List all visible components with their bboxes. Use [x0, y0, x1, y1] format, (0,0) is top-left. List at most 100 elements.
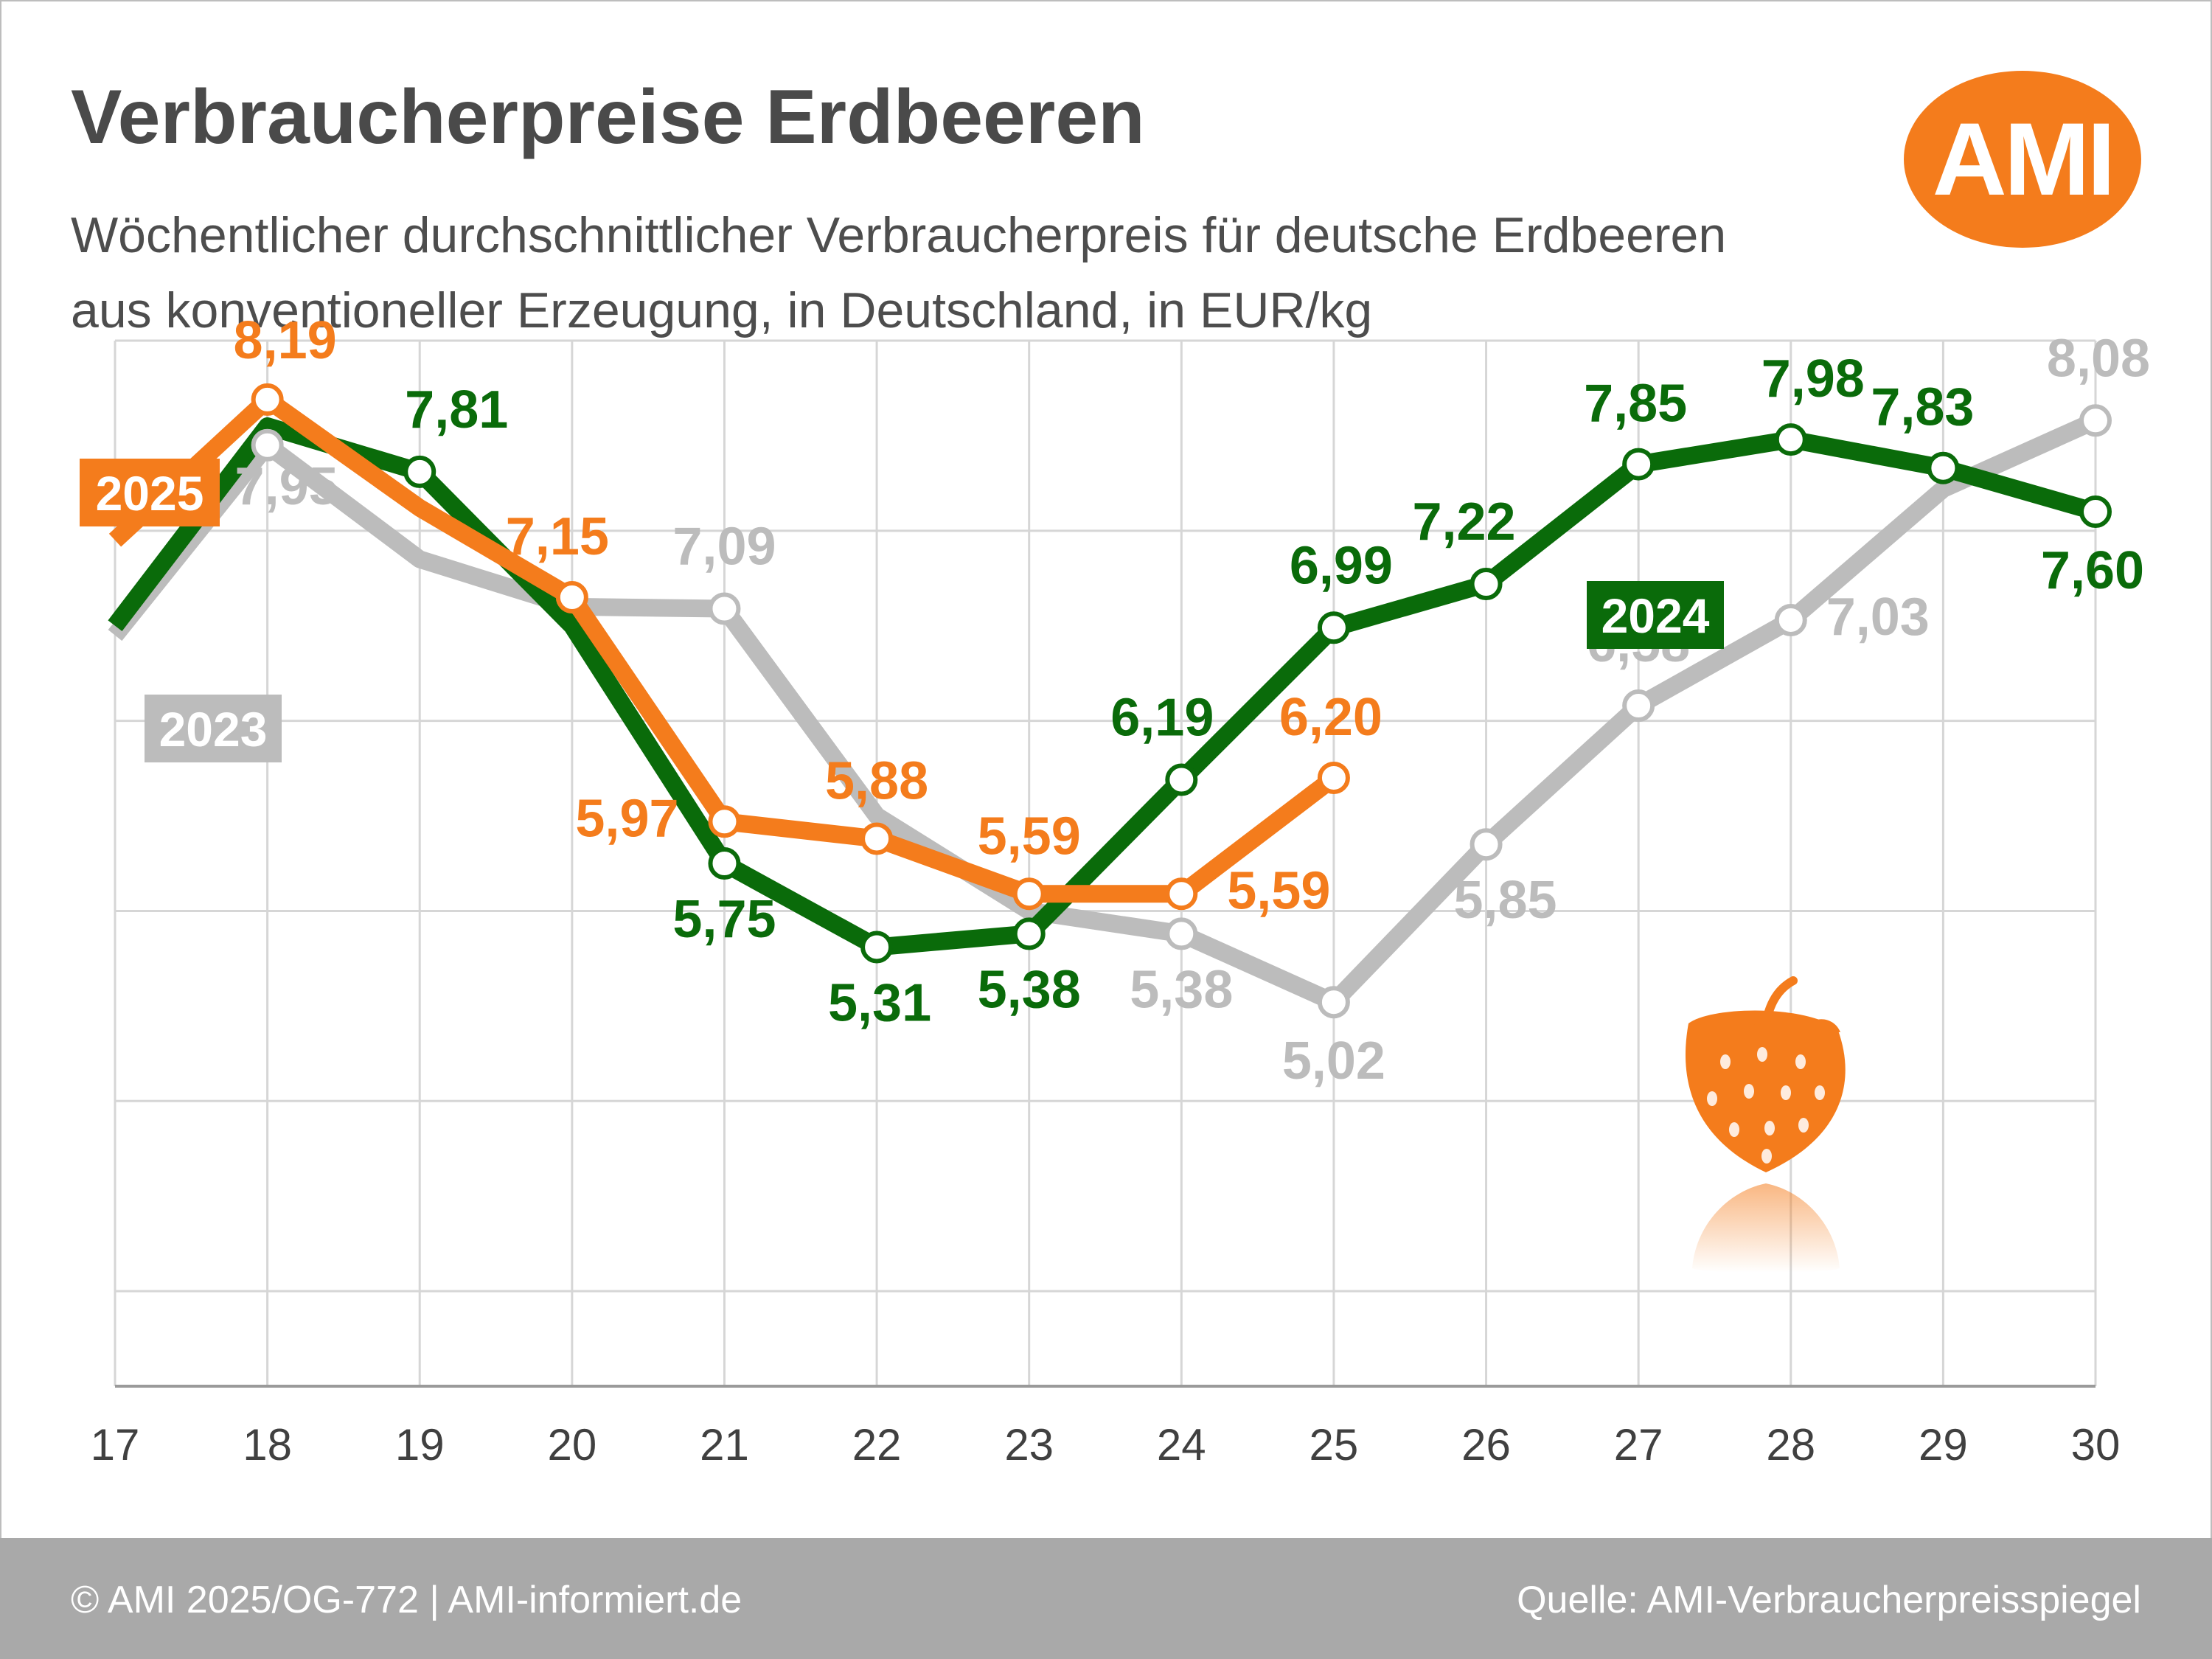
label-2024-kw19: 7,81 — [405, 380, 508, 439]
label-2023-kw26: 5,85 — [1453, 871, 1557, 930]
point-2025-kw22 — [860, 822, 894, 855]
label-2025-kw22: 5,88 — [825, 751, 928, 810]
point-2025-kw25 — [1317, 761, 1350, 794]
x-tick-label: 19 — [395, 1420, 445, 1470]
label-2025-kw24: 5,59 — [1227, 861, 1330, 920]
x-tick-label: 23 — [1004, 1420, 1054, 1470]
ami-logo: AMI — [1904, 71, 2141, 248]
strawberry-seed — [1729, 1122, 1739, 1137]
label-2023-kw18: 7,95 — [235, 457, 338, 516]
strawberry-seed — [1761, 1149, 1772, 1164]
strawberry-seed — [1764, 1121, 1775, 1135]
point-2023-kw25 — [1317, 986, 1350, 1019]
x-tick-label: 27 — [1614, 1420, 1663, 1470]
point-2023-kw18 — [251, 428, 284, 462]
x-axis-ticks: 17 18 19 20 21 22 23 24 25 26 27 28 29 30 — [91, 1420, 2121, 1470]
point-2024-kw24 — [1165, 763, 1198, 796]
label-2024-kw23: 5,38 — [978, 960, 1081, 1019]
series-tag-box — [80, 459, 220, 526]
label-2025-kw25: 6,20 — [1279, 688, 1382, 747]
point-2023-kw28 — [1774, 603, 1807, 636]
strawberry-seed — [1795, 1054, 1806, 1069]
x-tick-label: 17 — [91, 1420, 140, 1470]
label-2024-kw26: 7,22 — [1412, 493, 1515, 552]
label-2024-kw28: 7,98 — [1761, 349, 1865, 408]
point-2024-kw21 — [708, 847, 741, 880]
series-markers — [251, 383, 2112, 1019]
series-line-2023 — [108, 412, 2099, 1012]
point-2025-kw23 — [1012, 877, 1046, 911]
footer-bar: © AMI 2025/OG-772 | AMI-informiert.de Qu… — [0, 1538, 2212, 1659]
strawberry-seed — [1815, 1085, 1825, 1100]
label-2024-kw25: 6,99 — [1290, 536, 1393, 595]
point-2025-kw20 — [555, 581, 588, 614]
series-tags: 2023 2024 2025 — [80, 459, 1724, 762]
point-2023-kw24 — [1165, 917, 1198, 950]
chart-title: Verbraucherpreise Erdbeeren — [71, 74, 1145, 160]
series-tag-label: 2023 — [159, 702, 268, 757]
series-tag-box — [145, 695, 282, 762]
strawberry-stem — [1761, 976, 1798, 1031]
strawberry-icon — [1685, 976, 1846, 1273]
strawberry-reflection — [1692, 1183, 1840, 1273]
strawberry-seed — [1781, 1085, 1791, 1100]
data-labels: 7,957,095,385,025,856,587,038,087,815,75… — [234, 311, 2151, 1091]
footer-source: Quelle: AMI-Verbraucherpreisspiegel — [1517, 1579, 2141, 1621]
subtitle-line-2: aus konventioneller Erzeugung, in Deutsc… — [71, 282, 1373, 338]
point-2025-kw24 — [1165, 877, 1198, 911]
label-2023-kw21: 7,09 — [672, 518, 776, 577]
strawberry-seed — [1798, 1118, 1809, 1133]
series-tag-box — [1587, 581, 1724, 649]
point-2024-kw25 — [1317, 611, 1350, 644]
label-2025-kw20: 7,15 — [506, 507, 609, 566]
point-2024-kw23 — [1012, 917, 1046, 950]
label-2024-kw22: 5,31 — [828, 973, 931, 1032]
label-2023-kw28: 7,03 — [1826, 588, 1930, 647]
point-2024-kw26 — [1470, 568, 1503, 601]
point-2025-kw18 — [251, 383, 284, 416]
series-tag-2024: 2024 — [1587, 581, 1724, 649]
footer-copyright: © AMI 2025/OG-772 | AMI-informiert.de — [71, 1579, 742, 1621]
label-2024-kw21: 5,75 — [672, 890, 776, 949]
subtitle-line-1: Wöchentlicher durchschnittlicher Verbrau… — [71, 207, 1727, 263]
point-2024-kw29 — [1927, 451, 1960, 484]
label-2023-kw24: 5,38 — [1130, 960, 1233, 1019]
label-2024-kw30: 7,60 — [2041, 541, 2144, 600]
x-tick-label: 26 — [1461, 1420, 1511, 1470]
series-tag-label: 2025 — [96, 466, 204, 521]
series-tag-2023: 2023 — [145, 695, 282, 762]
point-2025-kw21 — [708, 805, 741, 838]
point-2024-kw19 — [403, 455, 437, 488]
label-2024-kw29: 7,83 — [1871, 378, 1974, 437]
label-2024-kw27: 7,85 — [1584, 375, 1687, 434]
x-tick-label: 22 — [852, 1420, 902, 1470]
point-2023-kw30 — [2079, 404, 2112, 437]
x-tick-label: 20 — [547, 1420, 597, 1470]
strawberry-seed — [1707, 1091, 1717, 1106]
x-tick-label: 21 — [700, 1420, 749, 1470]
strawberry-seed — [1744, 1084, 1754, 1099]
x-tick-label: 30 — [2071, 1420, 2121, 1470]
series-tag-label: 2024 — [1601, 588, 1710, 643]
point-2023-kw26 — [1470, 828, 1503, 861]
point-2024-kw22 — [860, 931, 894, 964]
point-2024-kw27 — [1622, 448, 1655, 481]
label-2025-kw21: 5,97 — [575, 789, 678, 848]
label-2024-kw24: 6,19 — [1110, 689, 1214, 748]
chart-subtitle: Wöchentlicher durchschnittlicher Verbrau… — [71, 198, 1958, 348]
strawberry-seed — [1757, 1047, 1767, 1062]
label-2023-kw25: 5,02 — [1282, 1032, 1385, 1091]
point-2023-kw21 — [708, 592, 741, 625]
point-2024-kw28 — [1774, 423, 1807, 456]
x-tick-label: 25 — [1310, 1420, 1359, 1470]
label-2023-kw30: 8,08 — [2047, 329, 2150, 388]
x-tick-label: 24 — [1157, 1420, 1206, 1470]
x-tick-label: 28 — [1766, 1420, 1815, 1470]
label-2025-kw23: 5,59 — [978, 807, 1081, 866]
label-2025-kw18: 8,19 — [234, 311, 337, 370]
series-line-2024 — [108, 417, 2098, 956]
x-tick-label: 29 — [1919, 1420, 1968, 1470]
x-tick-label: 18 — [243, 1420, 292, 1470]
strawberry-seed — [1720, 1054, 1731, 1069]
